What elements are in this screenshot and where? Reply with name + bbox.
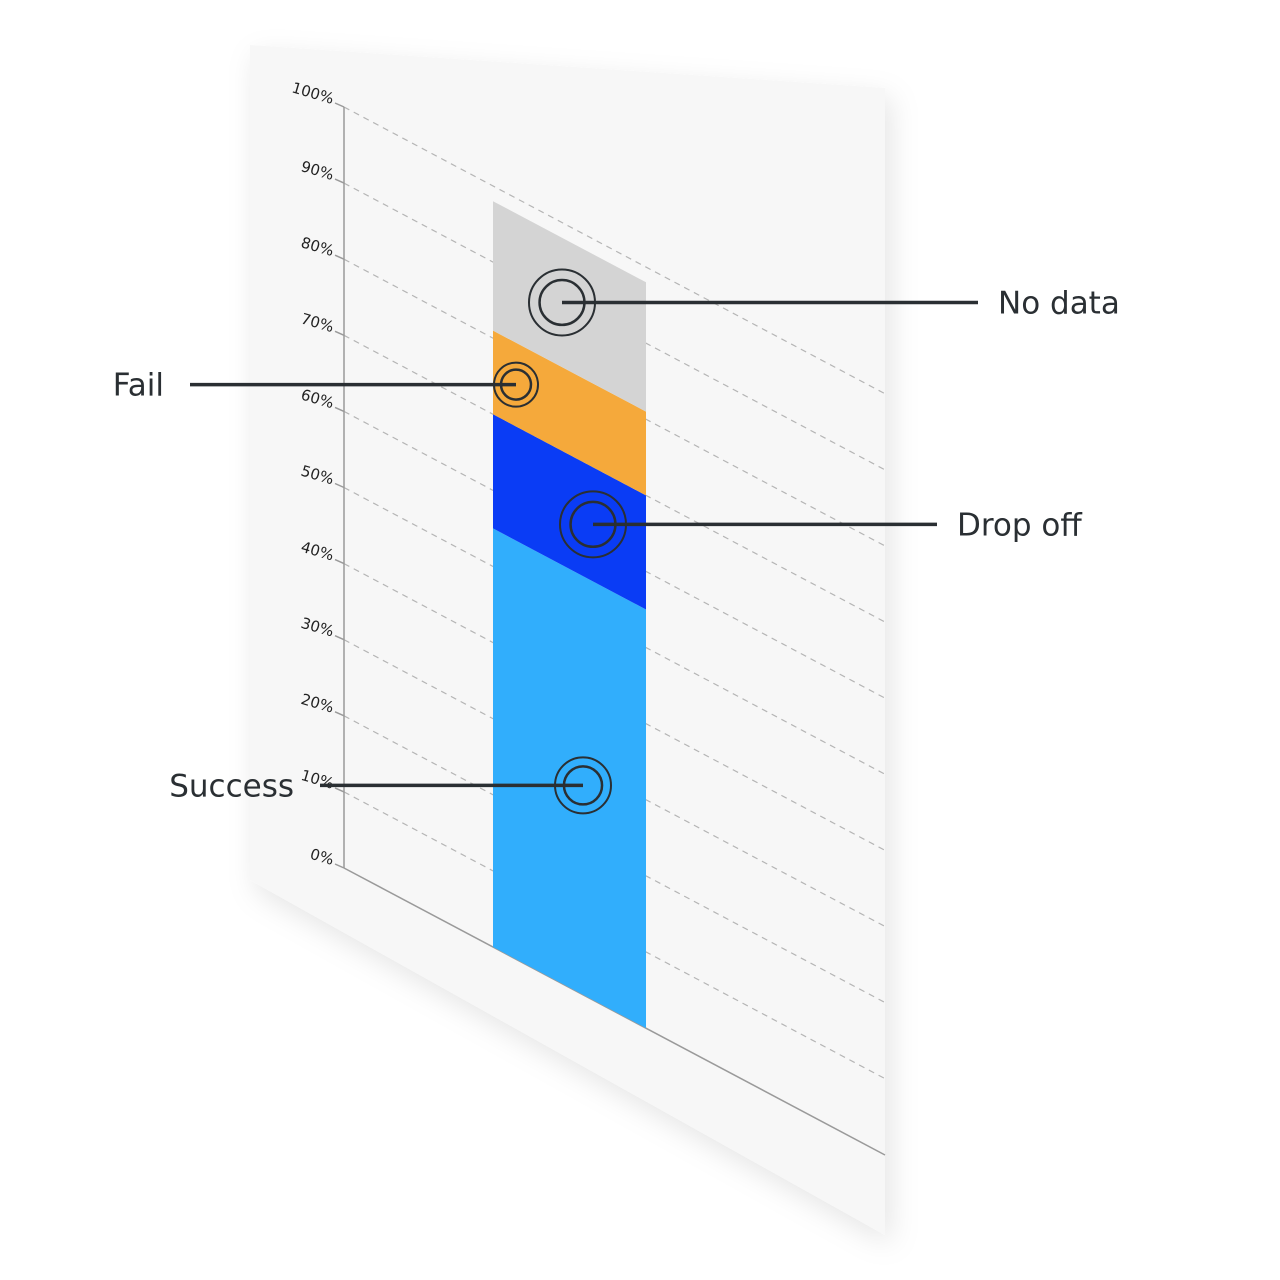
tick-mark bbox=[334, 635, 345, 641]
gridlines bbox=[343, 106, 886, 1080]
bar-segment bbox=[493, 414, 646, 610]
bar-segment bbox=[493, 330, 646, 496]
tick-mark bbox=[334, 178, 345, 184]
callout-label: Drop off bbox=[957, 507, 1082, 543]
gridline bbox=[343, 486, 886, 775]
tick-mark bbox=[334, 482, 345, 489]
callout-success: Success bbox=[169, 756, 612, 815]
gridline bbox=[343, 715, 886, 1004]
gridline bbox=[343, 410, 886, 699]
stacked-bar bbox=[493, 201, 646, 1029]
callout-no-data: No data bbox=[528, 268, 1120, 337]
callout-fail: Fail bbox=[113, 361, 539, 408]
tick-mark bbox=[334, 863, 345, 869]
gridline bbox=[343, 563, 886, 851]
x-axis bbox=[343, 867, 886, 1156]
callout-drop-off: Drop off bbox=[559, 490, 1082, 559]
callout-label: Fail bbox=[113, 368, 164, 404]
callout-label: Success bbox=[169, 768, 294, 804]
gridline bbox=[343, 106, 886, 395]
gridline bbox=[343, 639, 886, 927]
callouts: Success Drop off Fail No data bbox=[113, 268, 1120, 815]
tick-mark bbox=[334, 406, 345, 413]
bar-segment bbox=[493, 201, 646, 412]
tick-mark bbox=[334, 102, 345, 108]
bar-segment bbox=[493, 528, 646, 1029]
callout-label: No data bbox=[998, 285, 1120, 321]
gridline bbox=[343, 258, 886, 547]
tick-mark bbox=[334, 558, 345, 565]
tick-label: 0% bbox=[308, 845, 336, 869]
gridline bbox=[343, 791, 886, 1080]
tick-mark bbox=[334, 254, 345, 260]
gridline bbox=[343, 182, 886, 471]
tick-mark bbox=[334, 711, 345, 717]
tick-mark bbox=[334, 330, 345, 336]
tick-mark bbox=[334, 787, 345, 793]
